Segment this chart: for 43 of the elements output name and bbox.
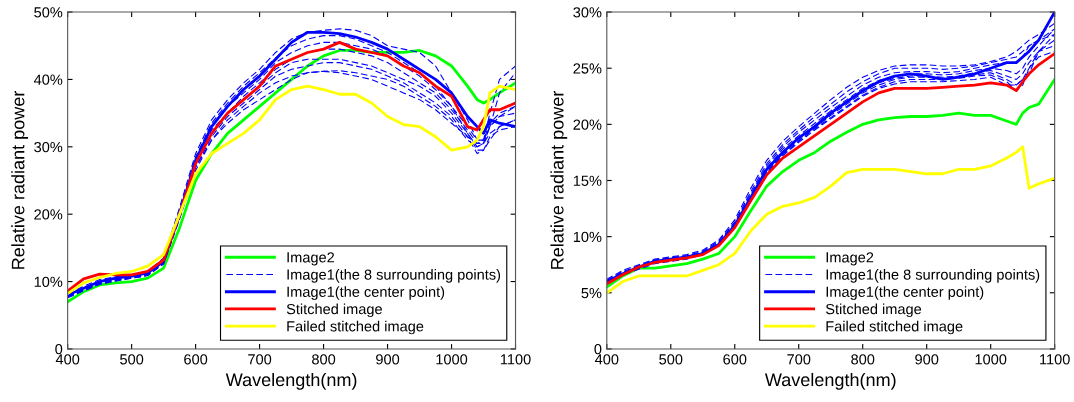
- x-tick-label: 900: [915, 354, 939, 365]
- x-tick-label: 1000: [436, 354, 468, 365]
- y-tick-label: 0: [55, 344, 63, 355]
- y-tick-label: 5%: [581, 287, 602, 299]
- x-tick-label: 400: [55, 354, 80, 365]
- y-tick-label: 15%: [573, 175, 602, 186]
- x-tick-label: 900: [376, 354, 400, 365]
- y-tick-label: 25%: [573, 63, 602, 74]
- x-tick-label: 700: [248, 354, 272, 365]
- x-tick-label: 500: [659, 354, 683, 365]
- legend-label: Stitched image: [286, 303, 382, 318]
- y-axis-title: Relative radiant power: [550, 90, 568, 269]
- x-tick-label: 1100: [500, 354, 531, 365]
- y-axis-title: Relative radiant power: [11, 90, 29, 269]
- legend-label: Failed stitched image: [287, 320, 424, 335]
- y-tick-label: 50%: [34, 7, 63, 18]
- x-tick-label: 1100: [1040, 354, 1070, 365]
- x-tick-label: 500: [120, 354, 144, 365]
- legend-label: Image1(the 8 surrounding points): [826, 269, 1040, 283]
- x-axis-title: Wavelength(nm): [764, 372, 896, 390]
- y-tick-label: 10%: [34, 276, 63, 287]
- legend-label: Image1(the center point): [826, 286, 984, 300]
- legend-label: Failed stitched image: [826, 320, 963, 335]
- y-tick-label: 20%: [573, 119, 602, 130]
- y-tick-label: 40%: [33, 74, 63, 85]
- x-axis-title: Wavelength(nm): [225, 372, 357, 390]
- x-tick-label: 800: [312, 354, 336, 365]
- y-tick-label: 10%: [573, 231, 602, 243]
- legend-label: Image1(the 8 surrounding points): [287, 269, 501, 283]
- y-tick-label: 30%: [573, 7, 602, 18]
- legend-label: Stitched image: [825, 303, 922, 318]
- y-tick-label: 30%: [34, 141, 63, 153]
- y-tick-label: 20%: [34, 209, 63, 220]
- x-tick-label: 700: [787, 354, 811, 365]
- legend-label: Image2: [287, 252, 335, 266]
- x-tick-label: 600: [723, 354, 747, 365]
- y-tick-label: 0: [594, 344, 602, 355]
- x-tick-label: 1000: [975, 354, 1007, 365]
- x-tick-label: 600: [184, 354, 208, 365]
- x-tick-label: 800: [851, 354, 875, 365]
- x-tick-label: 400: [594, 354, 619, 365]
- legend-label: Image2: [826, 252, 874, 266]
- legend-label: Image1(the center point): [287, 286, 445, 300]
